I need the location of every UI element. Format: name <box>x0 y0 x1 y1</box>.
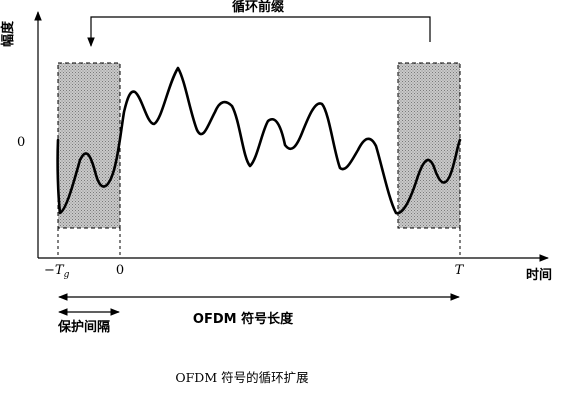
y-zero-label: 0 <box>17 135 25 150</box>
x-zero-label: 0 <box>116 263 124 278</box>
amplitude-label: 幅度 <box>0 20 16 47</box>
guard-interval-label: 保护间隔 <box>57 319 110 335</box>
time-label: 时间 <box>526 267 552 283</box>
neg-tg-subscript: g <box>64 270 70 280</box>
t-label: T <box>455 263 465 278</box>
neg-tg-label: −Tg <box>44 263 70 280</box>
cyclic-prefix-label: 循环前缀 <box>232 0 285 15</box>
ofdm-waveform <box>56 66 462 215</box>
figure-caption: OFDM 符号的循环扩展 <box>175 370 308 385</box>
cyclic-prefix-bracket <box>87 16 431 47</box>
neg-tg-main: −T <box>44 263 65 278</box>
amplitude-label-group: 幅度 <box>0 20 16 47</box>
ofdm-length-label: OFDM 符号长度 <box>193 311 294 327</box>
